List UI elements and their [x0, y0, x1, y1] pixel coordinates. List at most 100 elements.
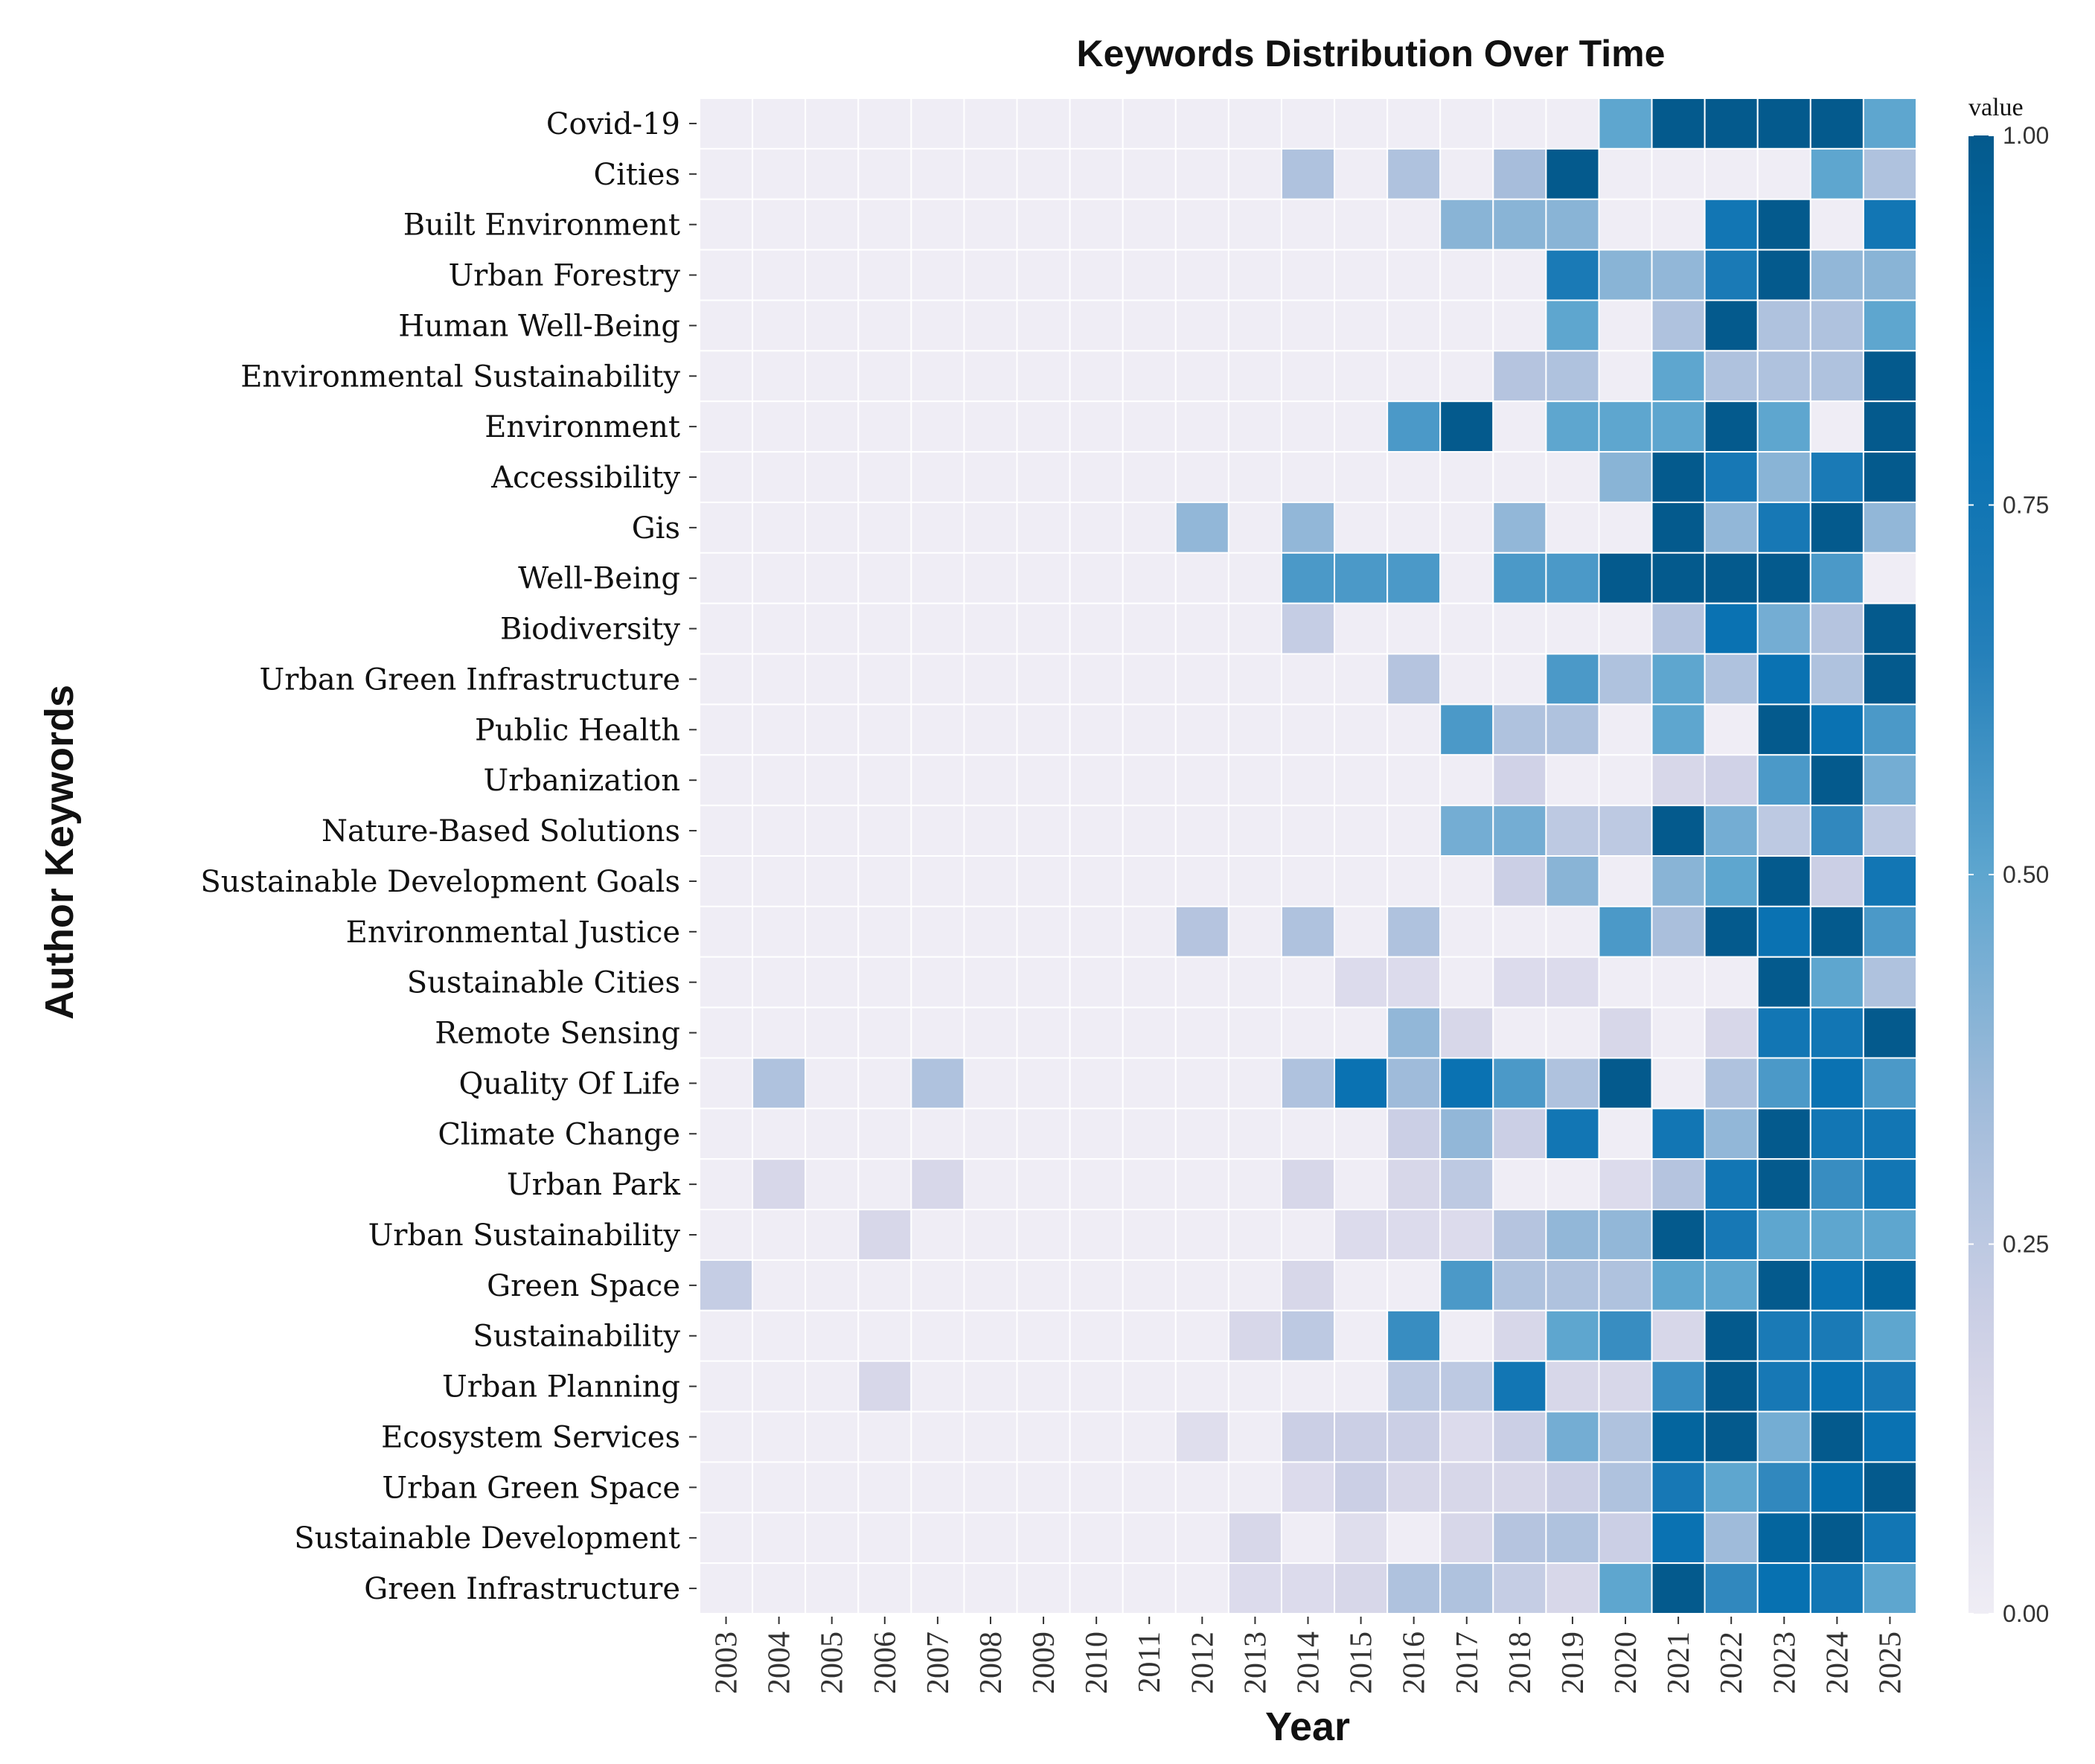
- heatmap-cell: [1334, 1562, 1389, 1614]
- heatmap-cell: [1386, 249, 1442, 301]
- heatmap-cell: [752, 501, 807, 554]
- heatmap-cell: [699, 147, 754, 200]
- heatmap-cell: [1069, 1410, 1124, 1463]
- heatmap-cell: [1016, 602, 1071, 655]
- heatmap-cell: [1704, 1461, 1759, 1514]
- heatmap-cell: [1651, 1006, 1706, 1059]
- heatmap-cell: [1334, 1006, 1389, 1059]
- x-tick-label: 2024: [1820, 1632, 1855, 1694]
- heatmap-cell: [1756, 653, 1811, 706]
- heatmap-cell: [1016, 703, 1071, 756]
- heatmap-cell: [1756, 1309, 1811, 1362]
- x-tick-label: 2025: [1873, 1632, 1907, 1694]
- x-tick-label: 2008: [974, 1632, 1008, 1694]
- heatmap-cell: [963, 602, 1018, 655]
- heatmap-cell: [752, 147, 807, 200]
- heatmap-cell: [1334, 147, 1389, 200]
- heatmap-cell: [805, 400, 860, 453]
- heatmap-cell: [963, 653, 1018, 706]
- heatmap-cell: [1862, 754, 1918, 807]
- heatmap-cell: [1174, 1360, 1229, 1413]
- heatmap-cell: [1809, 1158, 1864, 1211]
- heatmap-cell: [699, 552, 754, 604]
- heatmap-cell: [1598, 1360, 1653, 1413]
- y-tick-label: Sustainable Development Goals: [200, 865, 680, 899]
- heatmap-cell: [1386, 1562, 1442, 1614]
- heatmap-cell: [910, 1057, 965, 1110]
- heatmap-cell: [1227, 1057, 1282, 1110]
- y-tick-labels: Covid-19 Cities Built Environment Urban For…: [200, 107, 697, 1606]
- heatmap-cell: [1809, 905, 1864, 958]
- heatmap-cell: [1651, 855, 1706, 907]
- x-axis-title: Year: [1265, 1704, 1350, 1749]
- heatmap-cell: [1651, 1108, 1706, 1160]
- heatmap-cell: [1545, 1309, 1600, 1362]
- heatmap-cell: [1439, 703, 1494, 756]
- heatmap-cell: [1862, 653, 1918, 706]
- heatmap-cell: [1598, 1057, 1653, 1110]
- heatmap-cell: [1439, 1158, 1494, 1211]
- heatmap-cell: [1704, 350, 1759, 403]
- heatmap-cell: [857, 1309, 912, 1362]
- heatmap-cell: [1174, 1461, 1229, 1514]
- heatmap-cell: [1651, 805, 1706, 857]
- heatmap-cell: [1809, 299, 1864, 352]
- y-tick-label: Environmental Justice: [346, 915, 680, 950]
- heatmap-cell: [1280, 1309, 1336, 1362]
- heatmap-cell: [1651, 501, 1706, 554]
- heatmap-cell: [1545, 350, 1600, 403]
- heatmap-cell: [1334, 299, 1389, 352]
- heatmap-cell: [1122, 299, 1177, 352]
- heatmap-cell: [1386, 653, 1442, 706]
- heatmap-cell: [910, 249, 965, 301]
- heatmap-cell: [1016, 1108, 1071, 1160]
- heatmap-cell: [1122, 147, 1177, 200]
- heatmap-cell: [752, 1108, 807, 1160]
- heatmap-cell: [699, 1461, 754, 1514]
- heatmap-cell: [1016, 350, 1071, 403]
- heatmap-cell: [1651, 1360, 1706, 1413]
- heatmap-cell: [1016, 98, 1071, 150]
- heatmap-cell: [1174, 1006, 1229, 1059]
- heatmap-cell: [1016, 400, 1071, 453]
- heatmap-cell: [1069, 1108, 1124, 1160]
- heatmap-cell: [963, 905, 1018, 958]
- heatmap-cell: [1227, 198, 1282, 251]
- heatmap-cell: [910, 905, 965, 958]
- y-tick-label: Green Infrastructure: [364, 1572, 680, 1606]
- heatmap-cell: [1122, 855, 1177, 907]
- heatmap-cell: [1862, 249, 1918, 301]
- heatmap-cell: [1016, 805, 1071, 857]
- heatmap-cell: [1704, 552, 1759, 604]
- heatmap-cell: [1174, 147, 1229, 200]
- heatmap-cell: [1704, 1512, 1759, 1565]
- heatmap-cell: [1492, 1259, 1547, 1311]
- heatmap-cell: [910, 1461, 965, 1514]
- heatmap-cell: [963, 1057, 1018, 1110]
- y-tick-label: Urban Park: [507, 1168, 681, 1202]
- heatmap-cell: [857, 805, 912, 857]
- heatmap-cell: [1598, 754, 1653, 807]
- heatmap-cell: [1334, 805, 1389, 857]
- heatmap-cell: [1704, 602, 1759, 655]
- heatmap-cell: [1386, 1209, 1442, 1261]
- heatmap-cell: [1809, 400, 1864, 453]
- heatmap-cell: [699, 602, 754, 655]
- heatmap-cell: [1069, 1360, 1124, 1413]
- heatmap-cell: [1439, 552, 1494, 604]
- heatmap-cell: [1227, 905, 1282, 958]
- heatmap-cell: [857, 552, 912, 604]
- x-tick-label: 2003: [710, 1632, 744, 1694]
- heatmap-cell: [1069, 602, 1124, 655]
- heatmap-cell: [1439, 855, 1494, 907]
- heatmap-cell: [699, 400, 754, 453]
- heatmap-cell: [1122, 501, 1177, 554]
- heatmap-cell: [1227, 805, 1282, 857]
- y-tick-label: Accessibility: [490, 461, 680, 495]
- heatmap-cell: [1862, 1259, 1918, 1311]
- heatmap-cell: [699, 754, 754, 807]
- heatmap-cell: [805, 299, 860, 352]
- heatmap-cell: [1016, 653, 1071, 706]
- heatmap-cell: [1174, 1259, 1229, 1311]
- heatmap-cell: [1862, 400, 1918, 453]
